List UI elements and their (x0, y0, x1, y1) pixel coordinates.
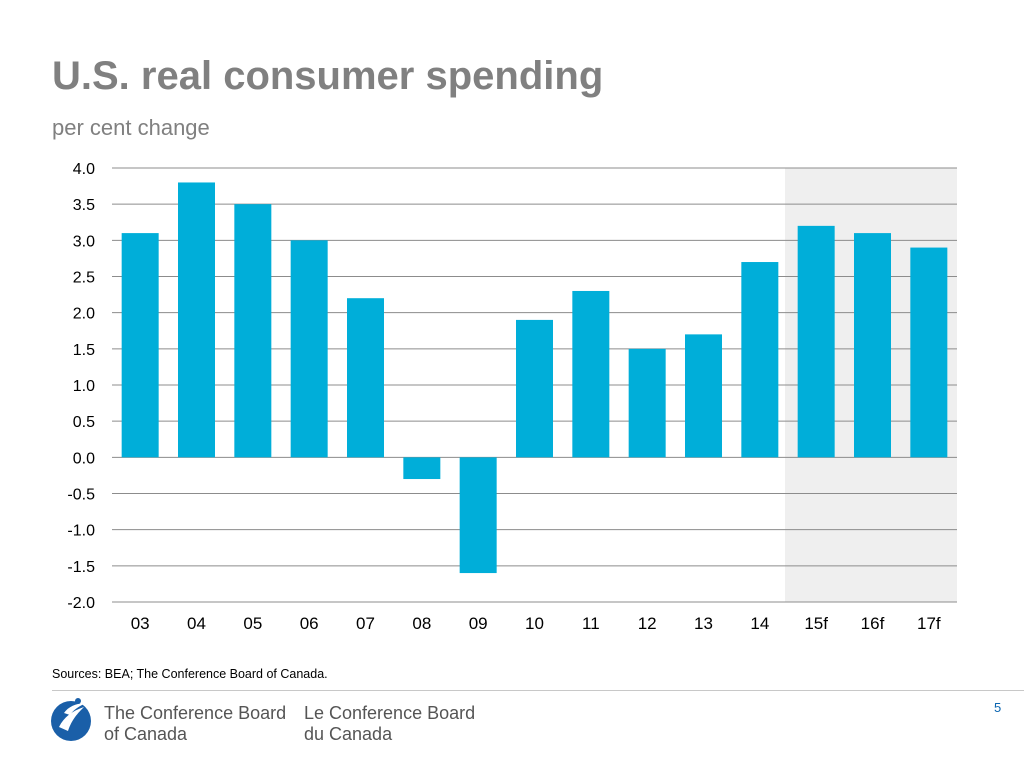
y-tick-label: 4.0 (73, 161, 95, 178)
y-tick-label: 0.0 (73, 450, 95, 467)
page-title: U.S. real consumer spending (52, 54, 604, 98)
bar (797, 225, 835, 458)
x-tick-label: 16f (861, 614, 885, 633)
x-tick-label: 09 (469, 614, 488, 633)
bar (178, 182, 215, 458)
x-tick-label: 15f (804, 614, 828, 633)
org-name-french-line2: du Canada (304, 724, 393, 744)
bar (685, 334, 722, 458)
y-tick-label: 0.5 (73, 414, 95, 431)
org-name-english: The Conference Board of Canada (104, 703, 286, 745)
bar (234, 204, 272, 458)
x-tick-label: 17f (917, 614, 941, 633)
org-name-english-line1: The Conference Board (104, 703, 287, 723)
y-tick-label: -1.5 (67, 559, 95, 576)
source-note: Sources: BEA; The Conference Board of Ca… (52, 667, 328, 681)
x-tick-label: 08 (412, 614, 431, 633)
conference-board-logo-icon (51, 698, 91, 741)
y-tick-label: 1.5 (73, 342, 95, 359)
bar (516, 319, 553, 458)
y-tick-label: -0.5 (67, 487, 95, 504)
y-tick-label: 3.0 (73, 233, 95, 250)
footer-divider (52, 690, 1024, 691)
bar (854, 233, 891, 458)
org-name-english-line2: of Canada (104, 724, 188, 744)
y-tick-label: -2.0 (67, 595, 95, 612)
x-tick-label: 03 (131, 614, 150, 633)
bar-chart: 4.0 3.5 3.0 2.5 2.0 1.5 1.0 0.5 0.0 -0.5 -1.0 -1.5 -… (67, 161, 957, 633)
bar (459, 457, 497, 574)
org-name-french-line1: Le Conference Board (304, 703, 476, 723)
x-tick-label: 06 (300, 614, 319, 633)
x-tick-label: 05 (243, 614, 262, 633)
bar (572, 290, 610, 458)
y-tick-label: 2.0 (73, 306, 95, 323)
x-tick-label: 11 (582, 614, 600, 633)
bar (403, 457, 441, 480)
bar (347, 298, 384, 458)
org-name-french: Le Conference Board du Canada (304, 703, 475, 745)
x-tick-label: 10 (525, 614, 544, 633)
bar (741, 262, 779, 458)
bar (121, 233, 159, 458)
y-tick-label: 2.5 (73, 270, 95, 287)
bar (290, 240, 328, 458)
y-tick-label: -1.0 (67, 523, 95, 540)
bar (628, 348, 666, 458)
y-tick-label: 1.0 (73, 378, 95, 395)
y-tick-label: 3.5 (73, 197, 95, 214)
x-tick-label: 12 (638, 614, 657, 633)
x-tick-label: 04 (187, 614, 206, 633)
bar (910, 247, 948, 458)
x-tick-label: 13 (694, 614, 713, 633)
page-number: 5 (994, 700, 1002, 715)
chart-subtitle: per cent change (52, 115, 210, 140)
x-tick-label: 07 (356, 614, 375, 633)
x-tick-label: 14 (750, 614, 769, 633)
